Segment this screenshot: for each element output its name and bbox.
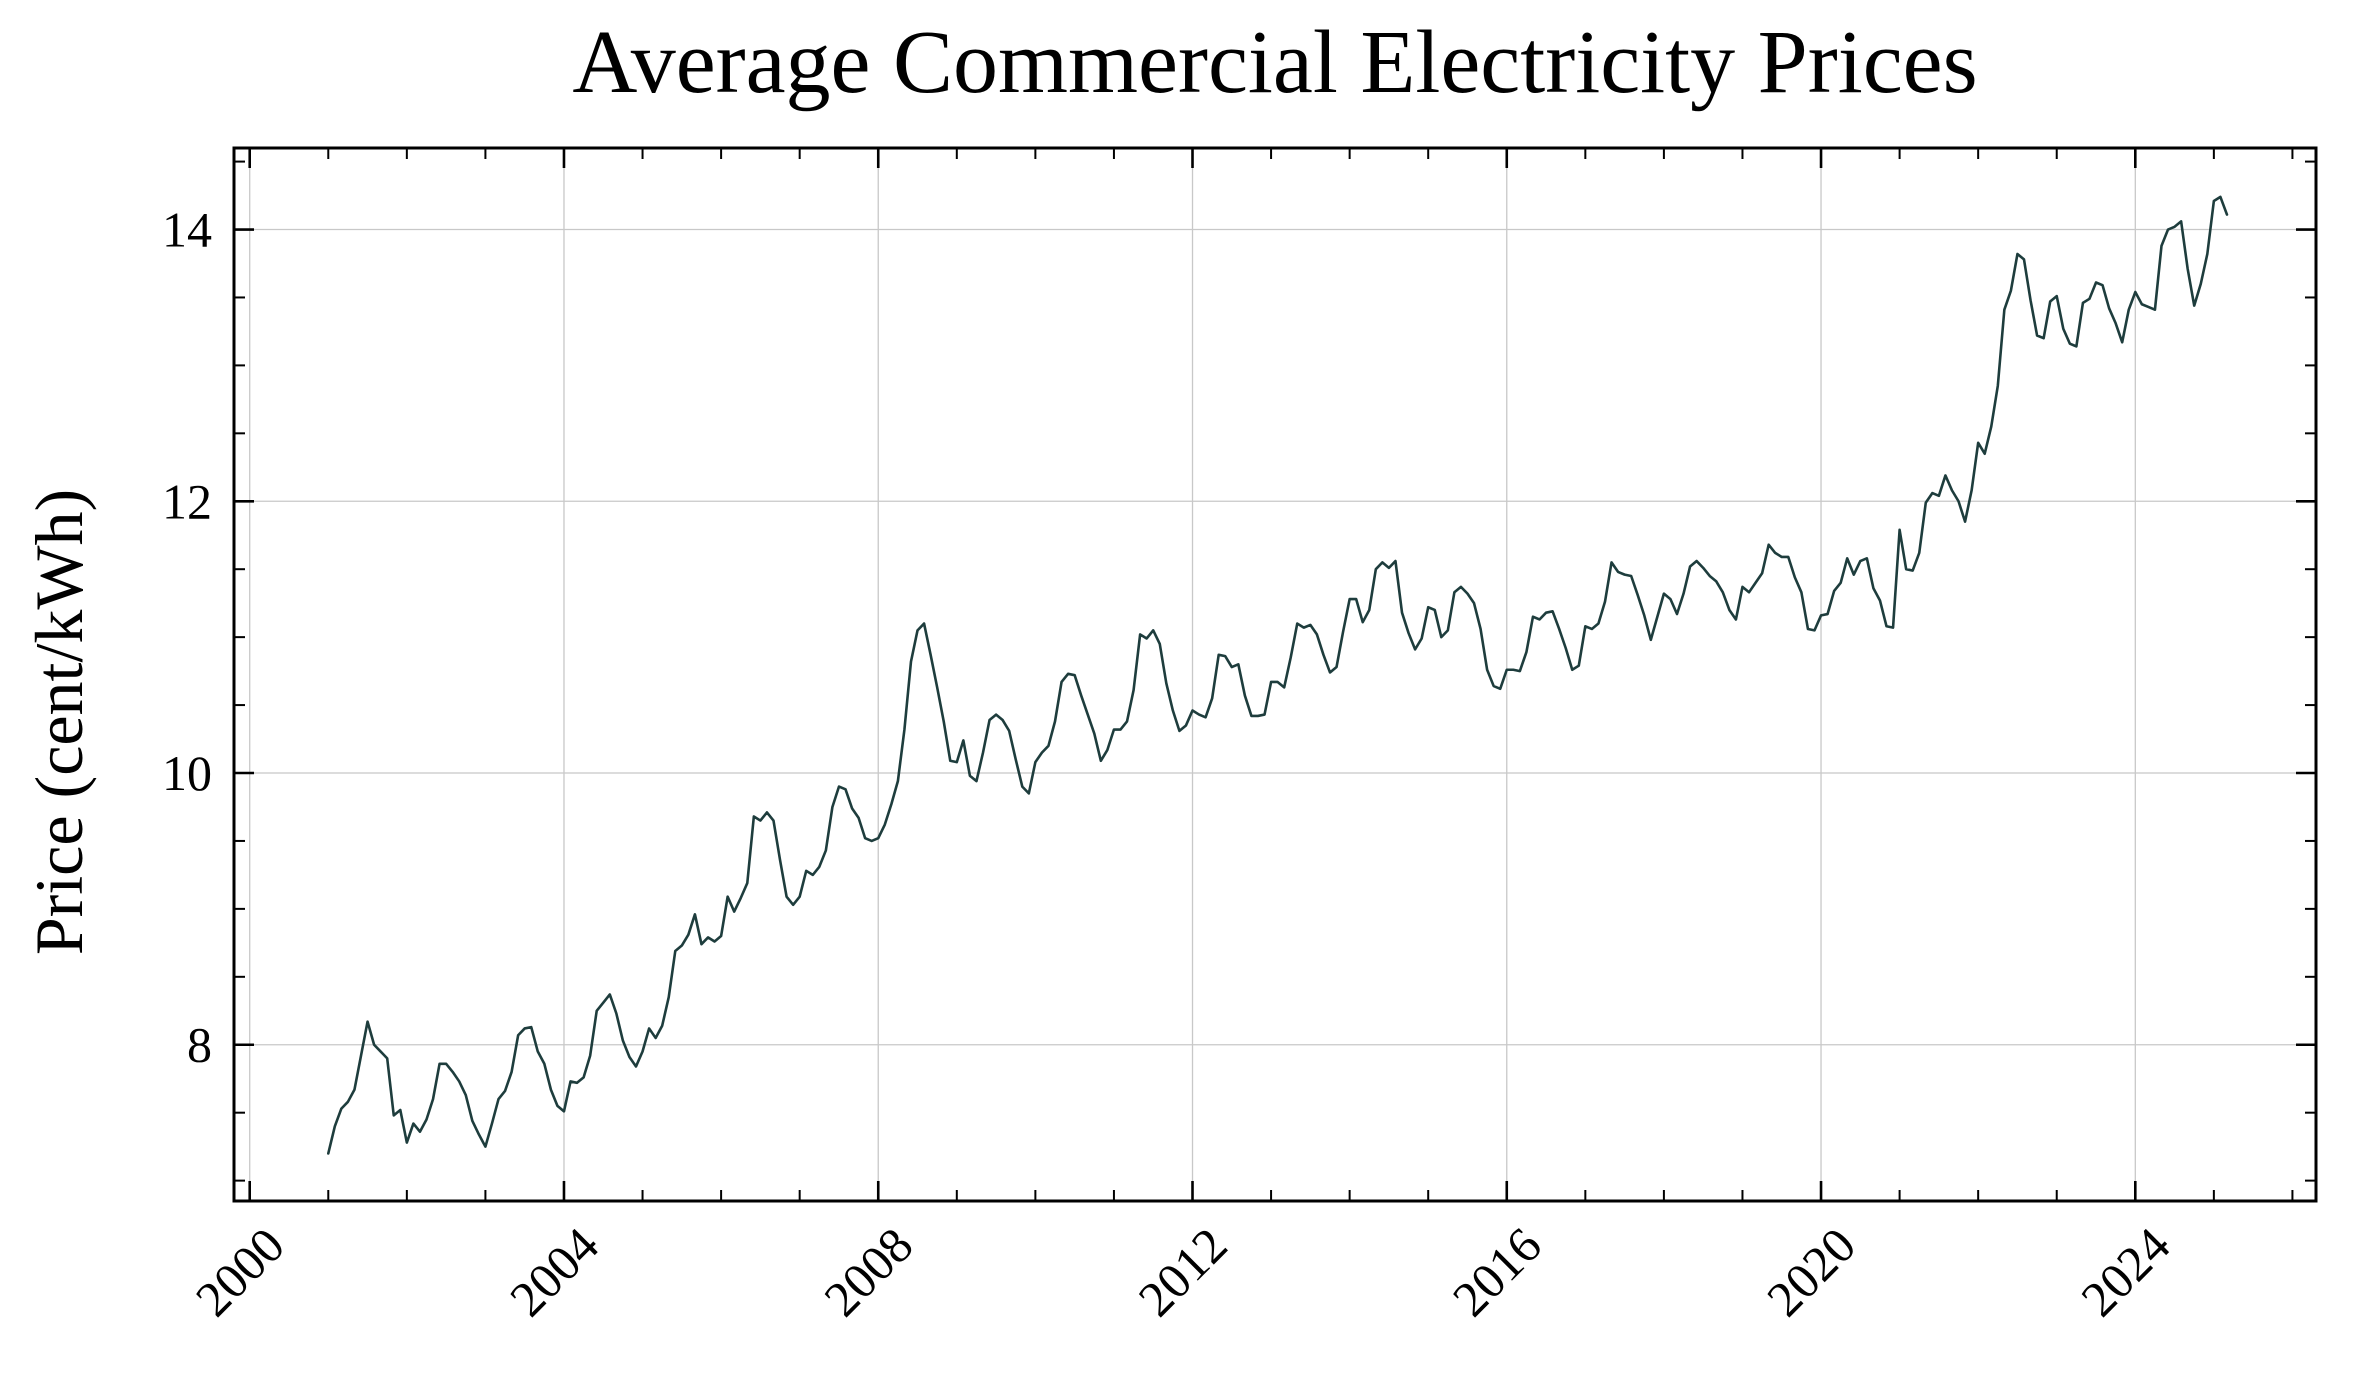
x-tick-label: 2008 [813, 1217, 923, 1327]
chart-title: Average Commercial Electricity Prices [572, 13, 1977, 112]
x-tick-label: 2004 [499, 1217, 609, 1327]
x-tick-label: 2000 [185, 1217, 295, 1327]
x-tick-label: 2020 [1756, 1217, 1866, 1327]
y-tick-label: 8 [187, 1017, 212, 1073]
x-tick-label: 2012 [1127, 1217, 1237, 1327]
y-axis-label: Price (cent/kWh) [21, 489, 97, 955]
y-tick-label: 12 [162, 473, 212, 529]
y-tick-label: 10 [162, 745, 212, 801]
series-line-0 [326, 195, 2229, 1155]
x-tick-label: 2024 [2070, 1217, 2180, 1327]
axis-ticks [234, 148, 2316, 1201]
y-tick-label: 14 [162, 202, 212, 258]
plot-frame [232, 146, 2318, 1203]
grid-lines [234, 148, 2316, 1201]
y-axis-tick-labels: 8 10 12 14 [162, 202, 212, 1073]
series-layer [326, 195, 2229, 1155]
x-tick-label: 2016 [1442, 1217, 1552, 1327]
x-axis-tick-labels: 2000 2004 2008 2012 2016 2020 2024 [185, 1217, 2181, 1327]
